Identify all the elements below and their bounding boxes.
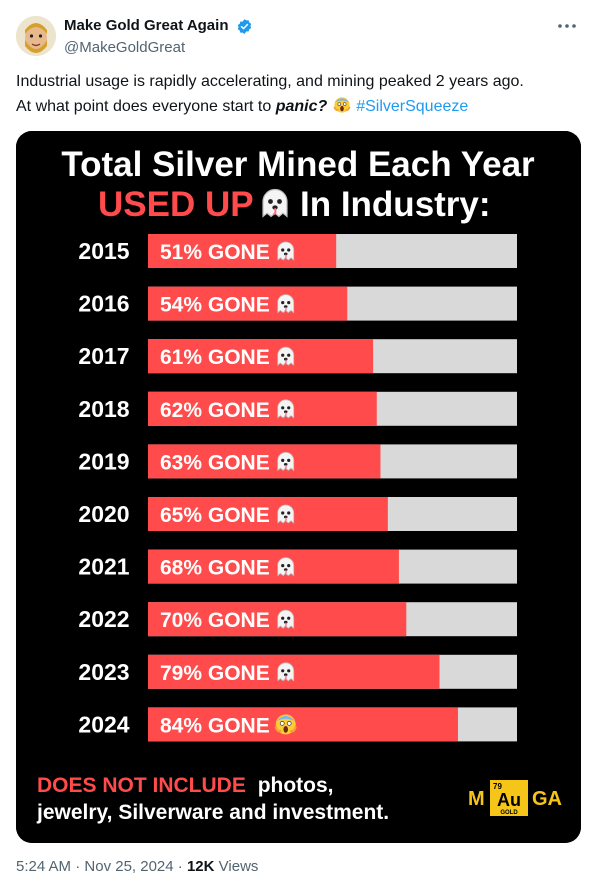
ghost-emoji-icon xyxy=(277,293,295,314)
bar-fill xyxy=(148,234,337,268)
avatar[interactable] xyxy=(16,16,56,56)
year-label: 2023 xyxy=(78,659,129,685)
more-options-icon[interactable] xyxy=(553,16,581,36)
tweet-media-image[interactable]: Total Silver Mined Each Year USED UP In … xyxy=(16,131,581,843)
logo-superscript: 79 xyxy=(493,782,502,791)
bar-label: 54% GONE xyxy=(160,294,270,317)
author-block: Make Gold Great Again @MakeGoldGreat xyxy=(64,16,253,58)
meta-separator-1: · xyxy=(75,858,81,875)
bar-fill xyxy=(148,286,348,321)
silver-usage-infographic: Total Silver Mined Each Year USED UP In … xyxy=(16,131,581,843)
bar-fill xyxy=(148,497,388,531)
author-display-name[interactable]: Make Gold Great Again xyxy=(64,17,229,34)
footnote-rest: photos, xyxy=(258,774,334,797)
tweet-time[interactable]: 5:24 AM xyxy=(16,858,72,875)
author-handle[interactable]: @MakeGoldGreat xyxy=(64,39,186,56)
bar-label: 61% GONE xyxy=(160,346,270,369)
footnote-highlight: DOES NOT INCLUDE xyxy=(37,774,246,797)
chart-footnote-line-1: DOES NOT INCLUDE photos, xyxy=(37,774,334,797)
ghost-emoji-icon xyxy=(277,241,295,261)
logo-subscript: GOLD xyxy=(500,810,518,816)
ghost-emoji-icon xyxy=(277,451,295,472)
ghost-emoji-icon xyxy=(277,399,295,419)
chart-title-line-1: Total Silver Mined Each Year xyxy=(61,145,535,184)
year-label: 2015 xyxy=(78,238,129,264)
bar-label: 84% GONE xyxy=(160,714,270,737)
logo-right: GA xyxy=(532,788,562,810)
chart-title-line-2: In Industry: xyxy=(300,185,491,224)
year-label: 2017 xyxy=(78,343,129,369)
bar-fill xyxy=(148,444,381,479)
logo-au-tile xyxy=(490,780,528,816)
ghost-emoji-icon xyxy=(277,609,295,629)
ghost-emoji-icon xyxy=(277,556,295,577)
bar-label: 68% GONE xyxy=(160,557,270,580)
bar-label: 63% GONE xyxy=(160,451,270,474)
screaming-face-emoji-icon xyxy=(333,97,351,113)
bar-label: 51% GONE xyxy=(160,241,270,264)
year-label: 2018 xyxy=(78,396,129,422)
chart-title-highlight: USED UP xyxy=(98,185,254,224)
year-label: 2024 xyxy=(78,711,129,737)
logo-center: Au xyxy=(497,790,521,810)
tweet-line-2-prefix: At what point does everyone start to xyxy=(16,98,272,115)
tweet-line-1: Industrial usage is rapidly accelerating… xyxy=(16,73,524,90)
ghost-emoji-icon xyxy=(277,504,295,524)
tweet-header: Make Gold Great Again @MakeGoldGreat xyxy=(16,14,583,60)
bar-label: 62% GONE xyxy=(160,399,270,422)
bar-rows: 2015 51% GONE 2016 54% GONE 2017 61% GONE 2018… xyxy=(78,234,517,742)
bar-label: 70% GONE xyxy=(160,609,270,632)
bar-fill xyxy=(148,339,374,374)
bar-label: 79% GONE xyxy=(160,662,270,685)
tweet-emphasis: panic? xyxy=(275,98,328,115)
tweet-date[interactable]: Nov 25, 2024 xyxy=(84,858,174,875)
screaming-face-emoji-icon xyxy=(274,713,297,736)
logo-left: M xyxy=(468,788,485,810)
cartoon-avatar-icon xyxy=(16,16,56,56)
ghost-emoji-icon xyxy=(277,662,295,682)
meta-separator-2: · xyxy=(177,858,183,875)
year-label: 2016 xyxy=(78,291,129,317)
tweet-text: Industrial usage is rapidly accelerating… xyxy=(16,69,583,119)
bar-fill xyxy=(148,549,399,584)
year-label: 2021 xyxy=(78,554,129,580)
views-label: Views xyxy=(218,858,259,875)
verified-badge-icon xyxy=(237,18,252,34)
tweet-meta: 5:24 AM · Nov 25, 2024 · 12K Views xyxy=(16,857,258,877)
ghost-emoji-icon xyxy=(262,188,288,218)
year-label: 2022 xyxy=(78,606,129,632)
bar-label: 65% GONE xyxy=(160,504,270,527)
ghost-emoji-icon xyxy=(277,346,295,366)
year-label: 2020 xyxy=(78,501,129,527)
views-count: 12K xyxy=(186,858,215,875)
bar-fill xyxy=(148,602,407,637)
chart-footnote-line-2: jewelry, Silverware and investment. xyxy=(36,801,389,824)
bar-fill xyxy=(148,391,377,426)
tweet-line-2: At what point does everyone start to pan… xyxy=(16,94,583,119)
hashtag-link[interactable]: #SilverSqueeze xyxy=(356,98,469,115)
mauga-logo: M 79 Au GOLD GA xyxy=(468,780,562,816)
bar-fill xyxy=(148,707,458,742)
year-label: 2019 xyxy=(78,448,129,474)
